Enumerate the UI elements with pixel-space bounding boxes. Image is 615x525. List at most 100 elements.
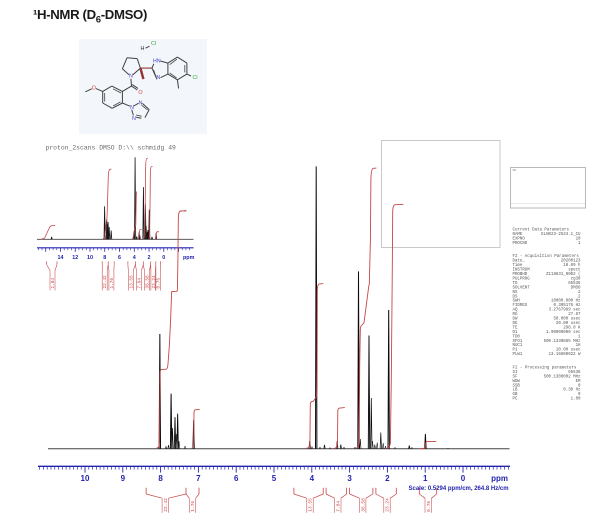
svg-text:1.76: 1.76 — [110, 278, 115, 289]
svg-text:O: O — [138, 90, 142, 96]
svg-text:0.76: 0.76 — [156, 278, 161, 289]
svg-text:3.2767999 sec: 3.2767999 sec — [549, 309, 581, 313]
svg-text:0: 0 — [578, 393, 581, 397]
svg-text:RG: RG — [513, 313, 518, 317]
svg-text:10.00 usec: 10.00 usec — [556, 349, 581, 353]
svg-text:3: 3 — [347, 474, 352, 483]
svg-text:proton_2scans DMSO D:\\ schmid: proton_2scans DMSO D:\\ schmidg 49 — [46, 145, 177, 152]
svg-text:DMSO: DMSO — [571, 286, 581, 290]
svg-text:14: 14 — [57, 255, 63, 261]
svg-text:Z119831_0002 (: Z119831_0002 ( — [546, 272, 580, 277]
svg-text:F2 - Processing parameters: F2 - Processing parameters — [513, 365, 577, 370]
svg-text:50.000 usec: 50.000 usec — [553, 318, 581, 322]
svg-text:10: 10 — [81, 474, 90, 483]
svg-text:PULPROG: PULPROG — [513, 277, 531, 281]
svg-text:SF: SF — [513, 375, 518, 379]
svg-text:TD: TD — [513, 282, 518, 286]
svg-text:0.76: 0.76 — [426, 501, 432, 512]
svg-text:4: 4 — [310, 474, 315, 483]
svg-text:0: 0 — [578, 384, 581, 388]
svg-text:N: N — [138, 101, 142, 107]
svg-text:FIDRES: FIDRES — [513, 304, 528, 308]
svg-text:298.0 K: 298.0 K — [563, 326, 581, 330]
svg-text:22.42: 22.42 — [163, 498, 169, 512]
svg-text:HN: HN — [153, 59, 161, 65]
svg-text:20.00 usec: 20.00 usec — [556, 322, 581, 326]
svg-text:500.1300002 MHz: 500.1300002 MHz — [544, 375, 581, 379]
svg-text:SFO1: SFO1 — [513, 340, 523, 344]
svg-text:N: N — [156, 75, 160, 81]
svg-text:WDW: WDW — [513, 380, 521, 384]
svg-text:0: 0 — [461, 474, 466, 483]
svg-text:SI: SI — [513, 371, 518, 375]
svg-text:65536: 65536 — [568, 371, 581, 375]
svg-text:6: 6 — [234, 474, 239, 483]
svg-text:SOLVENT: SOLVENT — [513, 286, 531, 290]
svg-text:Cl: Cl — [151, 41, 156, 47]
svg-text:PC: PC — [513, 398, 518, 402]
svg-text:7.84: 7.84 — [137, 278, 142, 289]
svg-text:N: N — [132, 116, 136, 122]
svg-text:10000.000 Hz: 10000.000 Hz — [551, 300, 581, 304]
svg-text:PROBHD: PROBHD — [513, 273, 528, 277]
svg-text:H: H — [141, 46, 145, 52]
svg-text:36.58: 36.58 — [145, 275, 150, 289]
svg-text:O: O — [92, 85, 96, 91]
svg-text:10: 10 — [576, 237, 581, 241]
svg-text:2: 2 — [148, 255, 151, 261]
svg-text:Time: Time — [513, 263, 523, 268]
svg-text:4: 4 — [133, 255, 136, 261]
svg-text:2: 2 — [578, 295, 581, 299]
svg-text:5: 5 — [272, 474, 277, 483]
svg-text:PLW1: PLW1 — [513, 353, 523, 357]
svg-text:23.24: 23.24 — [152, 275, 157, 289]
svg-text:65536: 65536 — [568, 282, 581, 286]
svg-text:EXPNO: EXPNO — [513, 237, 526, 241]
svg-text:TE: TE — [513, 326, 518, 330]
svg-text:8: 8 — [158, 474, 163, 483]
svg-text:DW: DW — [513, 318, 518, 322]
svg-text:Scale: 0.5294 ppm/cm, 264.8 Hz: Scale: 0.5294 ppm/cm, 264.8 Hz/cm — [409, 486, 509, 492]
svg-text:1: 1 — [423, 474, 428, 483]
svg-text:EM: EM — [576, 380, 581, 384]
svg-text:1.76: 1.76 — [190, 501, 196, 512]
svg-text:1.00: 1.00 — [571, 398, 581, 402]
svg-text:NAME: NAME — [513, 233, 523, 237]
svg-text:NUC1: NUC1 — [513, 344, 523, 348]
svg-text:0.30 Hz: 0.30 Hz — [563, 389, 581, 393]
svg-text:N: N — [130, 105, 134, 111]
svg-text:13.55: 13.55 — [129, 275, 134, 289]
svg-text:GB: GB — [513, 393, 518, 397]
svg-text:Cl: Cl — [192, 75, 197, 81]
svg-text:SSB: SSB — [513, 384, 521, 388]
svg-text:0.305176 Hz: 0.305176 Hz — [553, 304, 581, 308]
svg-text:F2 - Acquisition Parameters: F2 - Acquisition Parameters — [513, 254, 580, 259]
svg-text:ppm: ppm — [491, 474, 508, 483]
svg-text:2: 2 — [385, 474, 390, 483]
svg-text:7: 7 — [196, 474, 201, 483]
svg-text:20200123: 20200123 — [561, 260, 581, 264]
svg-text:13.55: 13.55 — [308, 498, 314, 512]
svg-text:AQ: AQ — [513, 309, 518, 313]
svg-text:1: 1 — [578, 242, 581, 246]
svg-text:NS: NS — [513, 291, 518, 295]
svg-text:Date_: Date_ — [513, 260, 526, 264]
svg-text:PROCNO: PROCNO — [513, 242, 528, 246]
svg-text:Current Data Parameters: Current Data Parameters — [513, 229, 570, 233]
svg-text:2: 2 — [578, 291, 581, 295]
svg-text:6: 6 — [118, 255, 121, 261]
svg-text:DS: DS — [513, 295, 518, 299]
svg-text:10.09 h: 10.09 h — [563, 263, 581, 268]
svg-text:P1: P1 — [513, 349, 518, 353]
svg-text:1: 1 — [578, 335, 581, 339]
svg-text:1.00000000 sec: 1.00000000 sec — [546, 331, 581, 335]
svg-text:36.58: 36.58 — [360, 498, 366, 512]
svg-text:LB: LB — [513, 389, 518, 393]
svg-text:zg30: zg30 — [571, 277, 581, 281]
svg-text:D1: D1 — [513, 331, 518, 335]
svg-text:7.84: 7.84 — [335, 501, 341, 512]
svg-text:INSTRUM: INSTRUM — [513, 269, 531, 273]
svg-text:SWH: SWH — [513, 300, 521, 304]
svg-text:DE: DE — [513, 322, 518, 326]
svg-text:12: 12 — [72, 255, 78, 261]
